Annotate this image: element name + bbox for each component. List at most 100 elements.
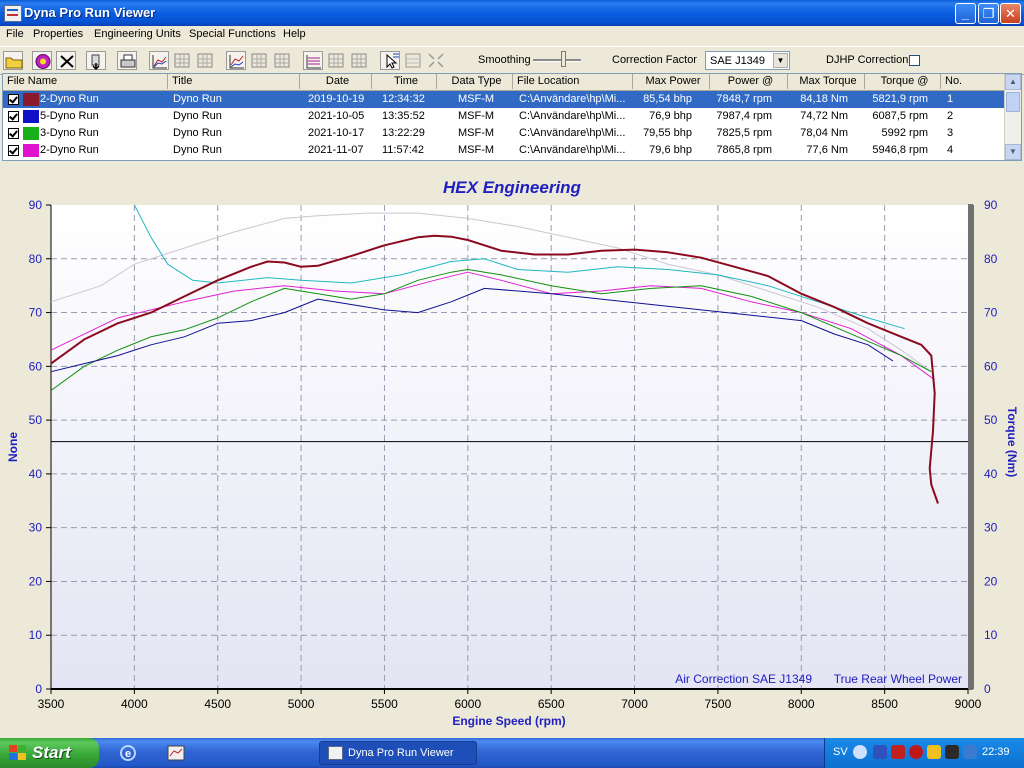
overlay-view-2-button[interactable] bbox=[326, 51, 346, 70]
y-tick-label: 10 bbox=[29, 628, 43, 642]
cell-max-power: 79,55 bhp bbox=[643, 127, 692, 139]
scroll-down-icon[interactable]: ▼ bbox=[1005, 144, 1021, 160]
overlay-view-3-button[interactable] bbox=[349, 51, 369, 70]
cell-max-torque: 77,6 Nm bbox=[806, 144, 848, 156]
smoothing-slider[interactable] bbox=[533, 59, 581, 62]
table-row[interactable]: 2-Dyno Run Dyno Run 2021-11-07 11:57:42 MSF-… bbox=[3, 142, 1005, 159]
cell-no: 2 bbox=[947, 110, 954, 122]
graph-icon bbox=[229, 55, 244, 69]
series-line-6[interactable] bbox=[50, 234, 939, 504]
table-row[interactable]: 2-Dyno Run Dyno Run 2019-10-19 12:34:32 MSF-… bbox=[3, 91, 1005, 108]
run-color-swatch[interactable] bbox=[23, 144, 39, 157]
overlay-view-button[interactable] bbox=[303, 51, 323, 70]
run-visible-checkbox[interactable] bbox=[8, 111, 19, 122]
column-header-time[interactable]: Time bbox=[372, 74, 437, 89]
series-line-1[interactable] bbox=[50, 212, 932, 373]
open-folder-icon bbox=[5, 57, 23, 69]
x-tick-label: 4000 bbox=[121, 697, 148, 711]
overlay-graph-icon bbox=[306, 55, 321, 69]
menu-properties[interactable]: Properties bbox=[33, 28, 84, 40]
zoom-tool-button[interactable] bbox=[403, 51, 423, 70]
network-icon[interactable] bbox=[873, 745, 887, 759]
language-indicator[interactable]: SV bbox=[833, 746, 848, 758]
start-button[interactable]: Start bbox=[0, 738, 99, 768]
menu-help[interactable]: Help bbox=[283, 28, 306, 40]
graph-view-6-button[interactable] bbox=[272, 51, 292, 70]
close-button[interactable]: ✕ bbox=[1000, 3, 1021, 24]
delete-button[interactable] bbox=[56, 51, 76, 70]
column-header-power-at[interactable]: Power @ bbox=[710, 74, 788, 89]
cell-no: 1 bbox=[947, 93, 954, 105]
menu-file[interactable]: File bbox=[6, 28, 24, 40]
column-header-file-name[interactable]: File Name bbox=[3, 74, 168, 89]
run-select-button[interactable] bbox=[32, 51, 52, 70]
run-visible-checkbox[interactable] bbox=[8, 94, 19, 105]
cell-torque-at: 5992 rpm bbox=[881, 127, 928, 139]
column-header-max-power[interactable]: Max Power bbox=[633, 74, 710, 89]
graph-view-3-button[interactable] bbox=[195, 51, 215, 70]
column-header-data-type[interactable]: Data Type bbox=[437, 74, 513, 89]
run-color-swatch[interactable] bbox=[23, 110, 39, 123]
maximize-button[interactable]: ❐ bbox=[978, 3, 999, 24]
table-row[interactable]: 5-Dyno Run Dyno Run 2021-10-05 13:35:52 MSF-… bbox=[3, 108, 1005, 125]
run-visible-checkbox[interactable] bbox=[8, 145, 19, 156]
run-color-swatch[interactable] bbox=[23, 127, 39, 140]
menu-engineering-units[interactable]: Engineering Units bbox=[94, 28, 181, 40]
back-arrow-icon[interactable] bbox=[853, 745, 867, 759]
cell-power-at: 7848,7 rpm bbox=[716, 93, 772, 105]
graph-view-2-button[interactable] bbox=[172, 51, 192, 70]
open-folder-button[interactable] bbox=[3, 51, 23, 70]
run-visible-checkbox[interactable] bbox=[8, 128, 19, 139]
column-header-date[interactable]: Date bbox=[300, 74, 372, 89]
column-header-file-location[interactable]: File Location bbox=[513, 74, 633, 89]
smoothing-slider-thumb[interactable] bbox=[561, 51, 566, 67]
graph-view-1-button[interactable] bbox=[149, 51, 169, 70]
cell-date: 2021-11-07 bbox=[308, 144, 364, 156]
warning-icon[interactable] bbox=[927, 745, 941, 759]
cell-location: C:\Användare\hp\Mi... bbox=[519, 110, 626, 122]
chevron-down-icon[interactable]: ▼ bbox=[773, 53, 788, 68]
column-header-no[interactable]: No. bbox=[941, 74, 1005, 89]
column-header-title[interactable]: Title bbox=[168, 74, 300, 89]
series-line-4[interactable] bbox=[50, 269, 932, 391]
cell-max-power: 76,9 bhp bbox=[649, 110, 692, 122]
correction-factor-select[interactable]: SAE J1349 ▼ bbox=[705, 51, 790, 70]
cell-title: Dyno Run bbox=[173, 144, 222, 156]
menu-special-functions[interactable]: Special Functions bbox=[189, 28, 276, 40]
fit-tool-button[interactable] bbox=[426, 51, 446, 70]
minimize-button[interactable]: _ bbox=[955, 3, 976, 24]
table-row[interactable]: 3-Dyno Run Dyno Run 2021-10-17 13:22:29 MSF-… bbox=[3, 125, 1005, 142]
column-header-max-torque[interactable]: Max Torque bbox=[788, 74, 865, 89]
export-button[interactable] bbox=[86, 51, 106, 71]
column-header-torque-at[interactable]: Torque @ bbox=[865, 74, 941, 89]
series-line-2[interactable] bbox=[133, 204, 905, 330]
y2-axis-label: Torque (Nm) bbox=[1005, 407, 1019, 477]
correction-factor-label: Correction Factor bbox=[612, 54, 697, 66]
y2-tick-label: 90 bbox=[984, 198, 998, 212]
scroll-thumb[interactable] bbox=[1006, 92, 1020, 112]
series-line-5[interactable] bbox=[50, 287, 894, 373]
print-button[interactable] bbox=[117, 51, 137, 70]
app-icon bbox=[4, 5, 22, 22]
dyno-chart[interactable]: 3500 4000 4500 5000 5500 6000 6500 7000 7500 8000… bbox=[0, 171, 1024, 735]
x-tick-label: 9000 bbox=[955, 697, 982, 711]
grid-graph-icon bbox=[274, 53, 290, 68]
dyna-pro-quicklaunch-icon[interactable] bbox=[167, 744, 185, 762]
monitor-icon[interactable] bbox=[945, 745, 959, 759]
scroll-up-icon[interactable]: ▲ bbox=[1005, 74, 1021, 90]
internet-explorer-icon[interactable]: e bbox=[119, 744, 137, 762]
shield-icon[interactable] bbox=[909, 745, 923, 759]
run-color-swatch[interactable] bbox=[23, 93, 39, 106]
taskbar-item-dyna-pro-run-viewer[interactable]: Dyna Pro Run Viewer bbox=[319, 741, 477, 765]
updates-icon[interactable] bbox=[963, 745, 977, 759]
axes: 3500 4000 4500 5000 5500 6000 6500 7000 7500 8000… bbox=[29, 198, 998, 711]
graph-view-5-button[interactable] bbox=[249, 51, 269, 70]
djhp-correction-checkbox[interactable] bbox=[909, 55, 920, 66]
cursor-tool-button[interactable] bbox=[380, 51, 400, 70]
run-list-scrollbar[interactable]: ▲ ▼ bbox=[1004, 74, 1021, 160]
security-alert-icon[interactable] bbox=[891, 745, 905, 759]
y-tick-label: 70 bbox=[29, 306, 43, 320]
graph-view-4-button[interactable] bbox=[226, 51, 246, 70]
y-tick-label: 50 bbox=[29, 413, 43, 427]
cell-location: C:\Användare\hp\Mi... bbox=[519, 127, 626, 139]
